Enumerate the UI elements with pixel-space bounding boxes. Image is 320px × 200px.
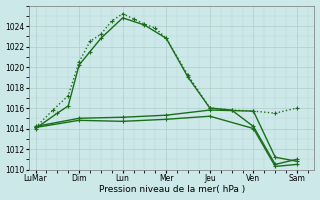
X-axis label: Pression niveau de la mer( hPa ): Pression niveau de la mer( hPa ) — [99, 185, 245, 194]
